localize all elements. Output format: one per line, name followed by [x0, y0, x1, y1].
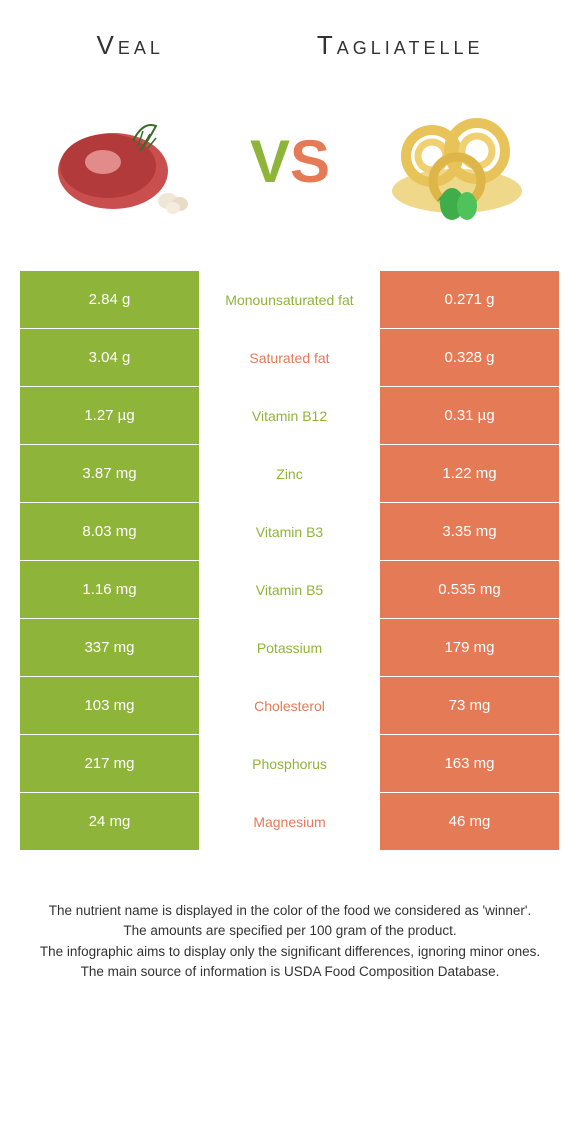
table-row: 217 mgPhosphorus163 mg — [20, 735, 560, 793]
vs-s-letter: S — [290, 127, 330, 196]
nutrient-label: Cholesterol — [200, 677, 380, 735]
nutrient-label: Potassium — [200, 619, 380, 677]
footer-line-3: The infographic aims to display only the… — [30, 942, 550, 962]
table-row: 2.84 gMonounsaturated fat0.271 g — [20, 271, 560, 329]
veal-image — [43, 91, 203, 231]
nutrient-table: 2.84 gMonounsaturated fat0.271 g3.04 gSa… — [20, 271, 560, 851]
table-row: 337 mgPotassium179 mg — [20, 619, 560, 677]
footer-notes: The nutrient name is displayed in the co… — [0, 851, 580, 1002]
footer-line-2: The amounts are specified per 100 gram o… — [30, 921, 550, 941]
value-right: 46 mg — [380, 793, 560, 851]
vs-label: VS — [250, 127, 330, 196]
vs-v-letter: V — [250, 127, 290, 196]
value-right: 3.35 mg — [380, 503, 560, 561]
nutrient-label: Phosphorus — [200, 735, 380, 793]
veal-icon — [48, 96, 198, 226]
nutrient-label: Vitamin B5 — [200, 561, 380, 619]
tagliatelle-image — [377, 91, 537, 231]
value-left: 1.27 µg — [20, 387, 200, 445]
value-left: 2.84 g — [20, 271, 200, 329]
value-right: 73 mg — [380, 677, 560, 735]
nutrient-label: Zinc — [200, 445, 380, 503]
value-left: 3.04 g — [20, 329, 200, 387]
table-row: 103 mgCholesterol73 mg — [20, 677, 560, 735]
nutrient-label: Monounsaturated fat — [200, 271, 380, 329]
value-right: 163 mg — [380, 735, 560, 793]
value-left: 337 mg — [20, 619, 200, 677]
value-right: 0.271 g — [380, 271, 560, 329]
value-left: 103 mg — [20, 677, 200, 735]
footer-line-4: The main source of information is USDA F… — [30, 962, 550, 982]
value-left: 3.87 mg — [20, 445, 200, 503]
table-row: 1.27 µgVitamin B120.31 µg — [20, 387, 560, 445]
value-right: 0.31 µg — [380, 387, 560, 445]
value-left: 1.16 mg — [20, 561, 200, 619]
table-row: 1.16 mgVitamin B50.535 mg — [20, 561, 560, 619]
header: Veal Tagliatelle — [0, 0, 580, 71]
nutrient-label: Magnesium — [200, 793, 380, 851]
table-row: 3.04 gSaturated fat0.328 g — [20, 329, 560, 387]
table-row: 3.87 mgZinc1.22 mg — [20, 445, 560, 503]
table-row: 24 mgMagnesium46 mg — [20, 793, 560, 851]
value-right: 0.328 g — [380, 329, 560, 387]
footer-line-1: The nutrient name is displayed in the co… — [30, 901, 550, 921]
nutrient-label: Vitamin B12 — [200, 387, 380, 445]
value-left: 217 mg — [20, 735, 200, 793]
value-right: 1.22 mg — [380, 445, 560, 503]
nutrient-label: Saturated fat — [200, 329, 380, 387]
value-right: 179 mg — [380, 619, 560, 677]
title-right: Tagliatelle — [317, 30, 484, 61]
title-left: Veal — [97, 30, 164, 61]
value-left: 8.03 mg — [20, 503, 200, 561]
table-row: 8.03 mgVitamin B33.35 mg — [20, 503, 560, 561]
value-left: 24 mg — [20, 793, 200, 851]
pasta-icon — [382, 96, 532, 226]
images-row: VS — [0, 71, 580, 271]
nutrient-label: Vitamin B3 — [200, 503, 380, 561]
value-right: 0.535 mg — [380, 561, 560, 619]
